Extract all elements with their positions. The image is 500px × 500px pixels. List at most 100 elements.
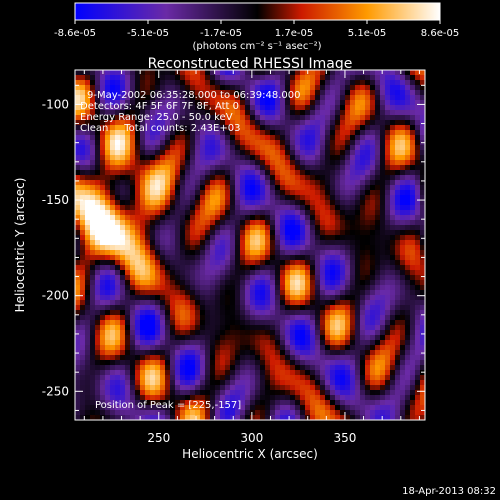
heatmap-cell bbox=[325, 335, 331, 341]
heatmap-cell bbox=[155, 410, 161, 416]
heatmap-cell bbox=[200, 350, 206, 356]
heatmap-cell bbox=[350, 300, 356, 306]
heatmap-cell bbox=[205, 70, 211, 76]
heatmap-cell bbox=[225, 340, 231, 346]
heatmap-cell bbox=[200, 145, 206, 151]
heatmap-cell bbox=[250, 265, 256, 271]
heatmap-cell bbox=[320, 400, 326, 406]
heatmap-cell bbox=[250, 345, 256, 351]
heatmap-cell bbox=[315, 170, 321, 176]
heatmap-cell bbox=[205, 150, 211, 156]
heatmap-cell bbox=[305, 235, 311, 241]
heatmap-cell bbox=[75, 305, 81, 311]
heatmap-cell bbox=[240, 75, 246, 81]
heatmap-cell bbox=[240, 220, 246, 226]
heatmap-cell bbox=[255, 200, 261, 206]
heatmap-cell bbox=[360, 415, 366, 420]
heatmap-cell bbox=[175, 140, 181, 146]
heatmap-cell bbox=[200, 130, 206, 136]
heatmap-cell bbox=[215, 90, 221, 96]
heatmap-cell bbox=[155, 345, 161, 351]
heatmap-cell bbox=[285, 110, 291, 116]
heatmap-cell bbox=[145, 255, 151, 261]
heatmap-cell bbox=[155, 200, 161, 206]
heatmap-cell bbox=[190, 150, 196, 156]
heatmap-cell bbox=[340, 325, 346, 331]
heatmap-cell bbox=[285, 335, 291, 341]
heatmap-cell bbox=[230, 180, 236, 186]
heatmap-cell bbox=[85, 260, 91, 266]
heatmap-cell bbox=[275, 355, 281, 361]
heatmap-cell bbox=[295, 385, 301, 391]
heatmap-cell bbox=[405, 330, 411, 336]
heatmap-cell bbox=[355, 185, 361, 191]
heatmap-cell bbox=[160, 370, 166, 376]
heatmap-cell bbox=[365, 190, 371, 196]
heatmap-cell bbox=[105, 140, 111, 146]
heatmap-cell bbox=[135, 340, 141, 346]
heatmap-cell bbox=[170, 90, 176, 96]
heatmap-cell bbox=[345, 245, 351, 251]
heatmap-cell bbox=[220, 335, 226, 341]
heatmap-cell bbox=[115, 170, 121, 176]
heatmap-cell bbox=[275, 145, 281, 151]
heatmap-cell bbox=[145, 190, 151, 196]
heatmap-cell bbox=[270, 395, 276, 401]
heatmap-cell bbox=[140, 130, 146, 136]
heatmap-cell bbox=[190, 365, 196, 371]
heatmap-cell bbox=[230, 365, 236, 371]
heatmap-cell bbox=[385, 180, 391, 186]
heatmap-cell bbox=[195, 75, 201, 81]
heatmap-cell bbox=[280, 150, 286, 156]
heatmap-cell bbox=[90, 355, 96, 361]
heatmap-cell bbox=[250, 150, 256, 156]
heatmap-cell bbox=[280, 395, 286, 401]
heatmap-cell bbox=[345, 280, 351, 286]
heatmap-cell bbox=[300, 225, 306, 231]
heatmap-cell bbox=[265, 380, 271, 386]
heatmap-cell bbox=[120, 260, 126, 266]
heatmap-cell bbox=[415, 265, 421, 271]
heatmap-cell bbox=[265, 140, 271, 146]
heatmap-cell bbox=[185, 95, 191, 101]
heatmap-cell bbox=[115, 355, 121, 361]
heatmap-cell bbox=[100, 170, 106, 176]
heatmap-cell bbox=[415, 335, 421, 341]
heatmap-cell bbox=[290, 160, 296, 166]
heatmap-cell bbox=[215, 355, 221, 361]
heatmap-cell bbox=[340, 300, 346, 306]
heatmap-cell bbox=[335, 265, 341, 271]
heatmap-cell bbox=[405, 305, 411, 311]
heatmap-cell bbox=[195, 405, 201, 411]
heatmap-cell bbox=[140, 85, 146, 91]
heatmap-cell bbox=[255, 90, 261, 96]
heatmap-cell bbox=[140, 75, 146, 81]
heatmap-cell bbox=[375, 400, 381, 406]
heatmap-cell bbox=[120, 150, 126, 156]
heatmap-cell bbox=[290, 165, 296, 171]
heatmap-cell bbox=[335, 95, 341, 101]
heatmap-cell bbox=[415, 345, 421, 351]
heatmap-cell bbox=[160, 385, 166, 391]
heatmap-cell bbox=[245, 335, 251, 341]
heatmap-cell bbox=[315, 345, 321, 351]
heatmap-cell bbox=[285, 245, 291, 251]
heatmap-cell bbox=[100, 270, 106, 276]
heatmap-cell bbox=[195, 410, 201, 416]
heatmap-cell bbox=[95, 360, 101, 366]
heatmap-cell bbox=[315, 145, 321, 151]
heatmap-cell bbox=[125, 145, 131, 151]
heatmap-cell bbox=[260, 315, 266, 321]
heatmap-cell bbox=[110, 410, 116, 416]
heatmap-cell bbox=[420, 105, 425, 111]
heatmap-cell bbox=[80, 275, 86, 281]
heatmap-cell bbox=[275, 365, 281, 371]
heatmap-cell bbox=[320, 170, 326, 176]
heatmap-cell bbox=[265, 310, 271, 316]
heatmap-cell bbox=[395, 370, 401, 376]
heatmap-cell bbox=[90, 215, 96, 221]
heatmap-cell bbox=[155, 70, 161, 76]
heatmap-cell bbox=[295, 370, 301, 376]
heatmap-cell bbox=[140, 395, 146, 401]
heatmap-cell bbox=[245, 165, 251, 171]
